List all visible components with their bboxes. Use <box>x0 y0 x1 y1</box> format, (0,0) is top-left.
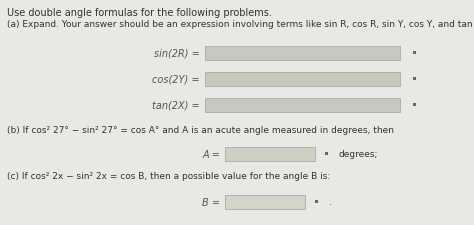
FancyBboxPatch shape <box>205 99 400 112</box>
FancyBboxPatch shape <box>415 78 416 79</box>
FancyBboxPatch shape <box>317 202 318 203</box>
Text: (a) Expand. Your answer should be an expression involving terms like sin R, cos : (a) Expand. Your answer should be an exp… <box>7 20 474 29</box>
FancyBboxPatch shape <box>415 104 416 105</box>
FancyBboxPatch shape <box>225 147 315 161</box>
FancyBboxPatch shape <box>415 79 416 81</box>
Text: cos(2Y) =: cos(2Y) = <box>153 75 200 85</box>
FancyBboxPatch shape <box>413 53 415 55</box>
Text: sin(2R) =: sin(2R) = <box>154 49 200 59</box>
FancyBboxPatch shape <box>327 154 328 155</box>
FancyBboxPatch shape <box>317 200 318 202</box>
Text: degrees;: degrees; <box>339 150 378 159</box>
FancyBboxPatch shape <box>413 52 415 53</box>
FancyBboxPatch shape <box>225 195 305 209</box>
FancyBboxPatch shape <box>325 152 327 154</box>
FancyBboxPatch shape <box>413 105 415 107</box>
FancyBboxPatch shape <box>315 202 317 203</box>
FancyBboxPatch shape <box>415 53 416 55</box>
FancyBboxPatch shape <box>415 105 416 107</box>
Text: A =: A = <box>202 149 220 159</box>
FancyBboxPatch shape <box>413 104 415 105</box>
FancyBboxPatch shape <box>315 200 317 202</box>
FancyBboxPatch shape <box>327 152 328 154</box>
FancyBboxPatch shape <box>413 79 415 81</box>
Text: B =: B = <box>202 197 220 207</box>
FancyBboxPatch shape <box>413 78 415 79</box>
Text: Use double angle formulas for the following problems.: Use double angle formulas for the follow… <box>7 8 272 18</box>
FancyBboxPatch shape <box>205 73 400 87</box>
Text: (b) If cos² 27° − sin² 27° = cos A° and A is an acute angle measured in degrees,: (b) If cos² 27° − sin² 27° = cos A° and … <box>7 126 394 134</box>
FancyBboxPatch shape <box>205 47 400 61</box>
FancyBboxPatch shape <box>415 52 416 53</box>
Text: tan(2X) =: tan(2X) = <box>152 101 200 110</box>
Text: .: . <box>329 198 332 207</box>
FancyBboxPatch shape <box>325 154 327 155</box>
Text: (c) If cos² 2x − sin² 2x = cos B, then a possible value for the angle B is:: (c) If cos² 2x − sin² 2x = cos B, then a… <box>7 171 330 180</box>
